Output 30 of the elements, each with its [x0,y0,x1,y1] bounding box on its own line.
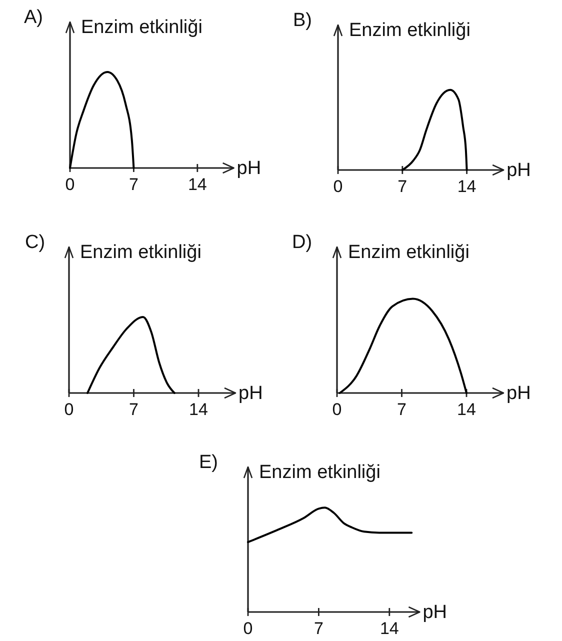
x-axis-title: pH [422,602,447,623]
chart-title: C) [25,232,46,253]
x-tick-label: 14 [457,400,476,420]
x-axis-title: pH [506,160,531,181]
x-axis-title: pH [238,383,263,404]
x-tick-label: 14 [380,619,399,638]
x-tick-label: 0 [64,400,74,420]
x-tick-label: 7 [398,177,408,196]
y-axis-title: Enzim etkinliği [259,462,380,483]
chart-title: A) [24,7,43,28]
x-tick-label: 7 [397,400,406,420]
x-tick-label: 7 [314,619,324,638]
y-axis-title: Enzim etkinliği [349,20,470,41]
x-tick-label: 0 [333,177,343,196]
x-tick-label: 0 [332,400,342,420]
x-axis-title: pH [236,158,262,179]
x-axis-title: pH [506,383,531,404]
chart-title: D) [292,232,312,253]
x-tick-label: 14 [188,175,207,194]
x-tick-label: 7 [128,175,138,194]
chart-title: B) [293,10,312,31]
x-tick-label: 14 [189,400,208,420]
x-tick-label: 0 [65,175,75,194]
x-tick-label: 14 [457,177,476,196]
chart-title: E) [199,452,218,473]
y-axis-title: Enzim etkinliği [81,17,202,38]
x-tick-label: 0 [243,619,253,638]
y-axis-title: Enzim etkinliği [80,242,202,263]
y-axis-title: Enzim etkinliği [348,242,470,263]
x-tick-label: 7 [129,400,138,420]
